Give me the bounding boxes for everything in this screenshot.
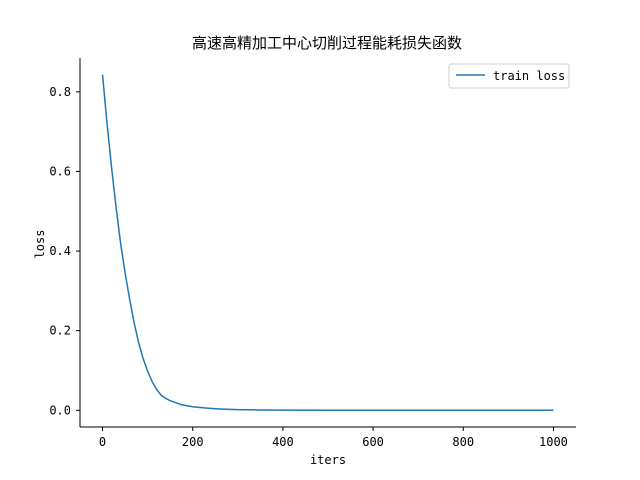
x-ticks: 0 200 400 600 800 1000 <box>99 427 568 449</box>
y-tick-label: 0.2 <box>49 324 71 338</box>
x-tick-label: 1000 <box>539 435 568 449</box>
y-axis-title: loss <box>33 230 47 259</box>
plot-area: 0 200 400 600 800 1000 0.0 0.2 0.4 0.6 0.8 <box>49 58 576 449</box>
series-line-train-loss <box>101 74 554 412</box>
x-axis-title: iters <box>310 453 346 467</box>
x-tick-label: 200 <box>182 435 204 449</box>
chart-title: 高速高精加工中心切削过程能耗损失函数 <box>192 34 462 52</box>
x-tick-label: 0 <box>99 435 106 449</box>
y-tick-label: 0.8 <box>49 85 71 99</box>
y-tick-label: 0.4 <box>49 244 71 258</box>
legend-box <box>448 63 570 89</box>
y-tick-label: 0.6 <box>49 164 71 178</box>
x-tick-label: 800 <box>452 435 474 449</box>
series-layer <box>101 74 554 412</box>
y-tick-label: 0.0 <box>49 403 71 417</box>
legend-label: train loss <box>493 69 565 83</box>
y-ticks: 0.0 0.2 0.4 0.6 0.8 <box>49 85 80 417</box>
legend: train loss <box>448 63 570 89</box>
x-tick-label: 600 <box>362 435 384 449</box>
x-tick-label: 400 <box>272 435 294 449</box>
